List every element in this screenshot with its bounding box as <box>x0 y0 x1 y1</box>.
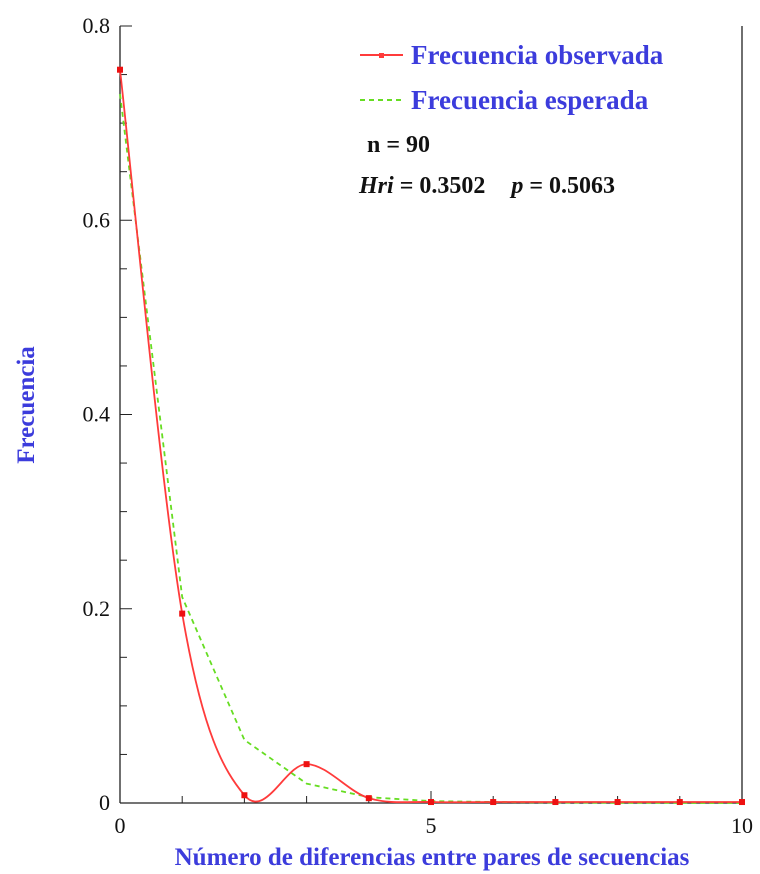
y-axis-title: Frecuencia <box>13 346 40 464</box>
y-tick-label: 0.2 <box>83 596 111 621</box>
x-tick-label: 5 <box>426 813 437 838</box>
expected-line <box>119 93 743 804</box>
y-tick-label: 0 <box>99 790 110 815</box>
observed-point <box>428 799 434 806</box>
tick-labels: 0 0.2 0.4 0.6 0.8 0 5 10 <box>83 13 754 838</box>
observed-point <box>117 66 123 73</box>
series-observed <box>117 66 745 806</box>
series-expected <box>119 93 743 804</box>
y-tick-label: 0.4 <box>83 402 111 427</box>
observed-point <box>241 792 248 799</box>
x-tick-label: 0 <box>115 813 126 838</box>
p-value: = 0.5063 <box>523 173 615 199</box>
legend-observed-marker <box>379 53 384 58</box>
stats-annotation: Hri = 0.3502 p = 0.5063 <box>358 173 615 199</box>
axes <box>119 25 743 804</box>
observed-point <box>676 799 683 806</box>
hri-value: = 0.3502 <box>394 173 486 199</box>
observed-point <box>490 799 497 806</box>
legend-observed-label: Frecuencia observada <box>411 40 664 70</box>
y-tick-label: 0.8 <box>83 13 111 38</box>
observed-point <box>614 799 621 806</box>
x-axis-title: Número de diferencias entre pares de sec… <box>175 844 690 871</box>
observed-point <box>365 795 372 802</box>
n-annotation: n = 90 <box>367 132 430 158</box>
observed-point <box>552 799 559 806</box>
observed-point <box>303 761 310 768</box>
x-tick-label: 10 <box>731 813 753 838</box>
legend: Frecuencia observada Frecuencia esperada <box>360 40 664 115</box>
observed-point <box>739 799 745 806</box>
y-tick-label: 0.6 <box>83 207 111 232</box>
hri-symbol: Hri <box>358 173 394 199</box>
observed-point <box>179 610 186 617</box>
p-symbol: p <box>509 173 523 199</box>
legend-expected-label: Frecuencia esperada <box>411 85 649 115</box>
